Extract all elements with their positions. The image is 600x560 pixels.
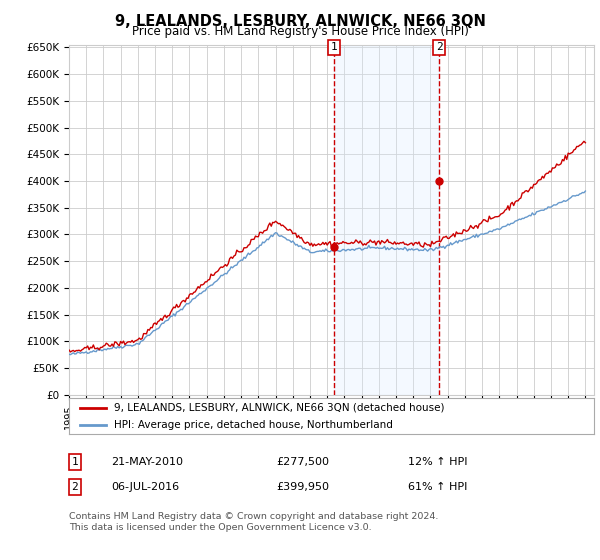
Text: Price paid vs. HM Land Registry's House Price Index (HPI): Price paid vs. HM Land Registry's House … [131,25,469,38]
Text: 2: 2 [436,43,443,53]
Text: 9, LEALANDS, LESBURY, ALNWICK, NE66 3QN: 9, LEALANDS, LESBURY, ALNWICK, NE66 3QN [115,14,485,29]
Text: £277,500: £277,500 [276,457,329,467]
Text: 1: 1 [331,43,337,53]
Text: 9, LEALANDS, LESBURY, ALNWICK, NE66 3QN (detached house): 9, LEALANDS, LESBURY, ALNWICK, NE66 3QN … [113,403,444,413]
Text: 21-MAY-2010: 21-MAY-2010 [111,457,183,467]
Text: 2: 2 [71,482,79,492]
Text: 1: 1 [71,457,79,467]
Text: HPI: Average price, detached house, Northumberland: HPI: Average price, detached house, Nort… [113,420,392,430]
Text: £399,950: £399,950 [276,482,329,492]
Text: 12% ↑ HPI: 12% ↑ HPI [408,457,467,467]
Text: Contains HM Land Registry data © Crown copyright and database right 2024.
This d: Contains HM Land Registry data © Crown c… [69,512,439,532]
Text: 61% ↑ HPI: 61% ↑ HPI [408,482,467,492]
Bar [334,45,439,395]
Text: 06-JUL-2016: 06-JUL-2016 [111,482,179,492]
